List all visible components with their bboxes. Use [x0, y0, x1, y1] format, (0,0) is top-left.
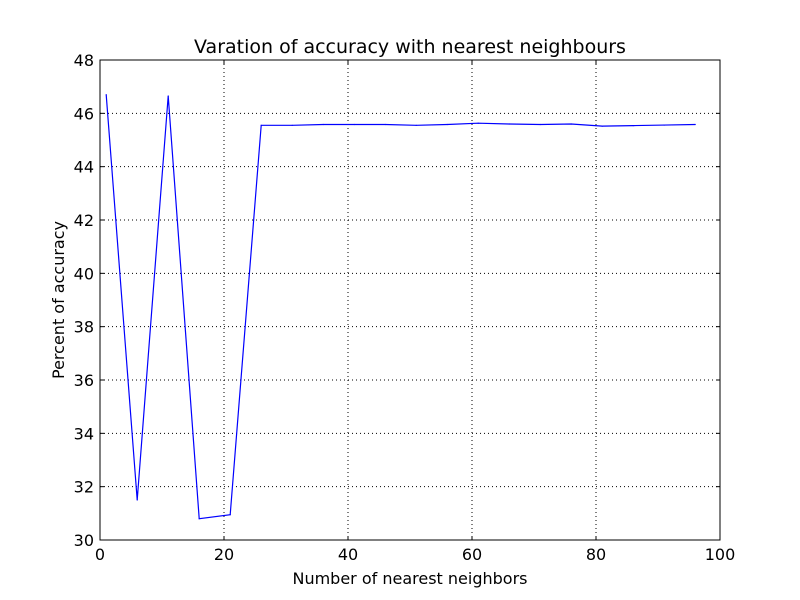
y-tick-label: 44 — [74, 158, 94, 177]
data-point — [477, 122, 479, 124]
y-tick-label: 46 — [74, 104, 94, 123]
y-tick-label: 40 — [74, 264, 94, 283]
data-point — [322, 123, 324, 126]
data-point — [415, 124, 417, 126]
plot-frame — [99, 59, 721, 541]
x-tick-label: 40 — [338, 545, 358, 564]
grid-lines — [100, 60, 720, 540]
x-tick-label: 80 — [586, 545, 606, 564]
x-axis-label: Number of nearest neighbors — [292, 569, 527, 588]
series-line — [105, 94, 696, 520]
data-point — [601, 125, 603, 127]
x-tick-label: 20 — [214, 545, 234, 564]
y-tick-label: 38 — [74, 318, 94, 337]
data-point — [632, 125, 634, 127]
data-point — [353, 123, 355, 126]
series-layer — [105, 94, 696, 520]
data-point — [694, 123, 696, 126]
y-axis-label: Percent of accuracy — [49, 221, 68, 379]
data-point — [663, 124, 665, 126]
y-tick-label: 32 — [74, 478, 94, 497]
data-point — [136, 499, 138, 501]
y-tick-label: 30 — [74, 531, 94, 550]
y-tick-label: 42 — [74, 211, 94, 230]
data-point — [229, 514, 231, 516]
data-point — [260, 124, 262, 126]
y-tick-label: 36 — [74, 371, 94, 390]
chart-title: Varation of accuracy with nearest neighb… — [194, 36, 626, 58]
data-point — [508, 123, 510, 125]
data-point — [198, 518, 200, 520]
x-tick-label: 0 — [95, 545, 105, 564]
data-point — [384, 123, 386, 126]
tick-labels: 0 20 40 60 80 100 30 32 34 36 38 40 42 44 46 48 — [74, 51, 736, 564]
axis-ticks — [99, 59, 721, 541]
plot-area — [100, 60, 720, 540]
x-tick-label: 60 — [462, 545, 482, 564]
data-point — [291, 124, 293, 126]
data-point — [167, 95, 169, 97]
data-point — [446, 123, 448, 126]
y-tick-label: 34 — [74, 424, 94, 443]
data-point — [105, 94, 107, 96]
data-point — [570, 123, 572, 125]
data-point — [539, 123, 541, 126]
y-tick-label: 48 — [74, 51, 94, 70]
x-tick-label: 100 — [705, 545, 736, 564]
